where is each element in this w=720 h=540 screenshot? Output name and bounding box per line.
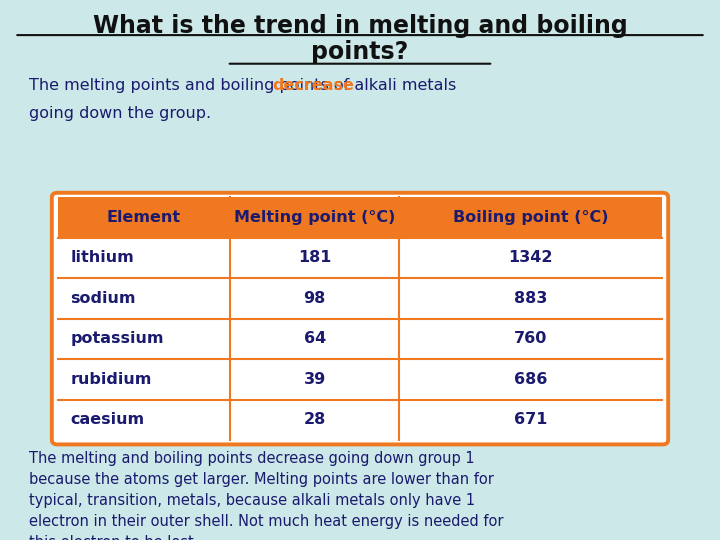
Text: 28: 28 (304, 413, 325, 427)
Text: 98: 98 (304, 291, 325, 306)
Text: What is the trend in melting and boiling: What is the trend in melting and boiling (93, 14, 627, 37)
Text: Element: Element (107, 210, 181, 225)
Text: potassium: potassium (71, 332, 164, 346)
Text: 39: 39 (304, 372, 325, 387)
Text: 671: 671 (514, 413, 547, 427)
Text: rubidium: rubidium (71, 372, 152, 387)
Text: lithium: lithium (71, 251, 135, 265)
Text: 1342: 1342 (508, 251, 553, 265)
Text: 760: 760 (514, 332, 547, 346)
Text: sodium: sodium (71, 291, 136, 306)
Text: 686: 686 (514, 372, 547, 387)
Text: 64: 64 (304, 332, 325, 346)
Text: 883: 883 (514, 291, 547, 306)
Text: caesium: caesium (71, 413, 145, 427)
Text: The melting and boiling points decrease going down group 1
because the atoms get: The melting and boiling points decrease … (29, 451, 503, 540)
FancyBboxPatch shape (52, 193, 668, 444)
Text: points?: points? (311, 40, 409, 64)
Text: going down the group.: going down the group. (29, 106, 211, 122)
Text: 181: 181 (298, 251, 331, 265)
Text: The melting points and boiling points of alkali metals: The melting points and boiling points of… (29, 78, 462, 93)
Text: Melting point (°C): Melting point (°C) (234, 210, 395, 225)
Text: Boiling point (°C): Boiling point (°C) (453, 210, 608, 225)
Text: decrease: decrease (272, 78, 354, 93)
FancyBboxPatch shape (58, 197, 662, 238)
